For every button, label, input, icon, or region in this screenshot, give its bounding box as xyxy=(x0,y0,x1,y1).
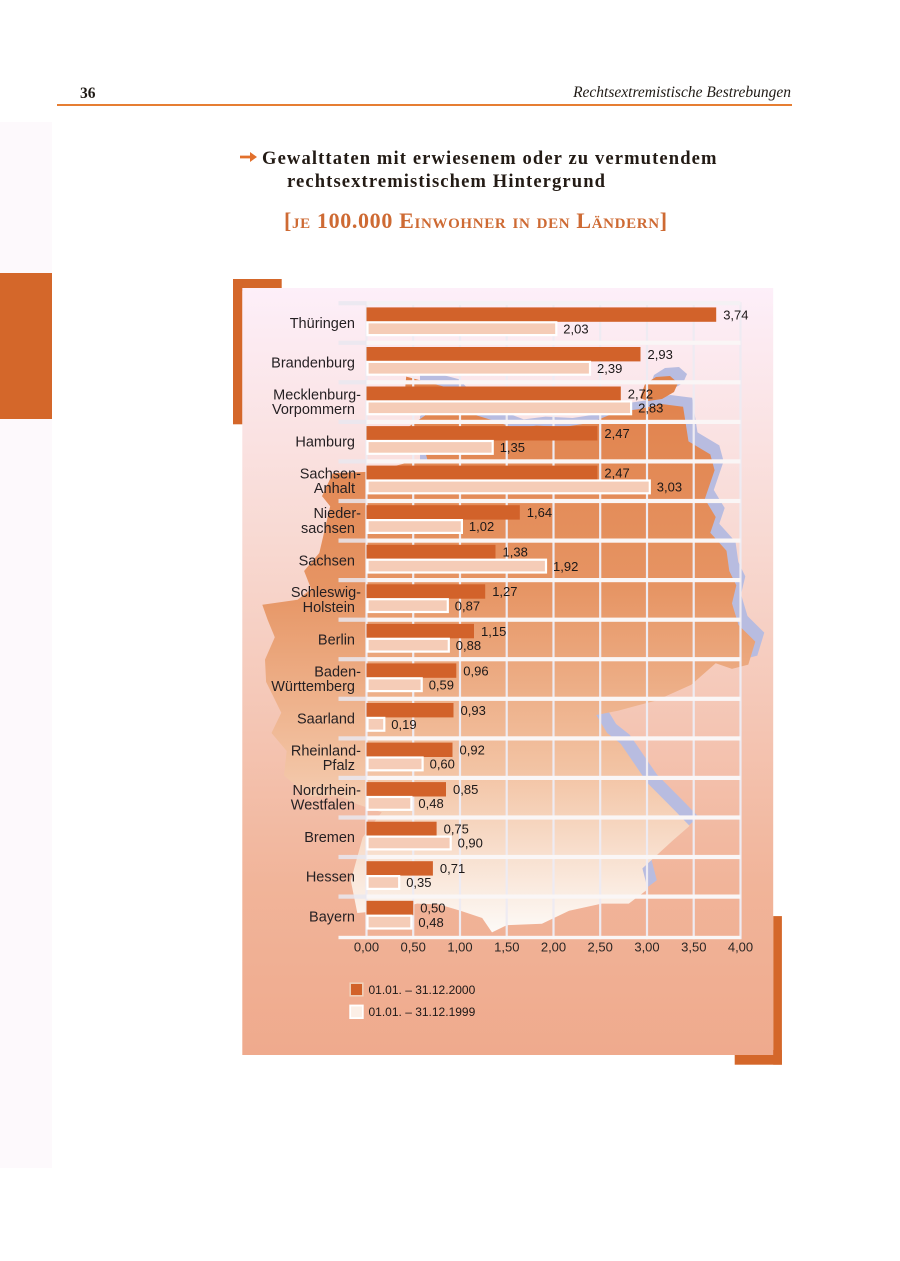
svg-text:1,00: 1,00 xyxy=(447,940,472,955)
svg-text:0,00: 0,00 xyxy=(354,940,379,955)
svg-text:2,47: 2,47 xyxy=(604,466,629,481)
svg-text:3,50: 3,50 xyxy=(681,940,706,955)
svg-text:2,83: 2,83 xyxy=(638,401,663,416)
svg-text:sachsen: sachsen xyxy=(301,521,355,537)
svg-text:1,27: 1,27 xyxy=(492,584,517,599)
svg-text:1,02: 1,02 xyxy=(469,519,494,534)
svg-text:Vorpommern: Vorpommern xyxy=(272,402,355,418)
svg-text:0,85: 0,85 xyxy=(453,782,478,797)
svg-text:0,96: 0,96 xyxy=(463,663,488,678)
svg-text:0,50: 0,50 xyxy=(420,901,445,916)
svg-text:0,60: 0,60 xyxy=(430,757,455,772)
svg-text:Pfalz: Pfalz xyxy=(323,758,355,774)
svg-text:Baden-: Baden- xyxy=(314,664,361,680)
svg-text:Holstein: Holstein xyxy=(303,600,355,616)
svg-text:01.01. – 31.12.1999: 01.01. – 31.12.1999 xyxy=(369,1005,476,1019)
svg-text:Hamburg: Hamburg xyxy=(295,435,355,451)
svg-text:Saarland: Saarland xyxy=(297,712,355,728)
svg-text:2,00: 2,00 xyxy=(541,940,566,955)
svg-text:1,50: 1,50 xyxy=(494,940,519,955)
svg-text:0,59: 0,59 xyxy=(429,677,454,692)
svg-text:0,92: 0,92 xyxy=(460,743,485,758)
svg-text:Westfalen: Westfalen xyxy=(291,798,355,814)
svg-text:1,35: 1,35 xyxy=(500,440,525,455)
svg-text:0,19: 0,19 xyxy=(391,717,416,732)
svg-text:Rheinland-: Rheinland- xyxy=(291,744,361,760)
svg-text:0,88: 0,88 xyxy=(456,638,481,653)
svg-text:Hessen: Hessen xyxy=(306,870,355,886)
svg-text:2,72: 2,72 xyxy=(628,386,653,401)
svg-text:0,93: 0,93 xyxy=(461,703,486,718)
svg-text:2,39: 2,39 xyxy=(597,361,622,376)
svg-text:1,64: 1,64 xyxy=(527,505,552,520)
svg-text:2,93: 2,93 xyxy=(648,347,673,362)
svg-text:Bayern: Bayern xyxy=(309,909,355,925)
svg-text:0,48: 0,48 xyxy=(418,915,443,930)
svg-text:Schleswig-: Schleswig- xyxy=(291,585,361,601)
svg-text:1,92: 1,92 xyxy=(553,559,578,574)
svg-text:Thüringen: Thüringen xyxy=(290,316,355,332)
svg-text:3,03: 3,03 xyxy=(657,480,682,495)
svg-text:Berlin: Berlin xyxy=(318,632,355,648)
svg-text:2,03: 2,03 xyxy=(563,321,588,336)
svg-text:Nieder-: Nieder- xyxy=(313,506,361,522)
svg-text:1,15: 1,15 xyxy=(481,624,506,639)
svg-text:2,50: 2,50 xyxy=(588,940,613,955)
svg-text:0,35: 0,35 xyxy=(406,875,431,890)
svg-text:3,00: 3,00 xyxy=(634,940,659,955)
svg-text:Sachsen-: Sachsen- xyxy=(300,467,361,483)
svg-text:0,75: 0,75 xyxy=(444,822,469,837)
svg-text:01.01. – 31.12.2000: 01.01. – 31.12.2000 xyxy=(369,983,476,997)
svg-text:0,87: 0,87 xyxy=(455,598,480,613)
svg-text:Sachsen: Sachsen xyxy=(299,553,355,569)
svg-text:Brandenburg: Brandenburg xyxy=(271,356,355,372)
svg-text:0,71: 0,71 xyxy=(440,861,465,876)
svg-text:Nordrhein-: Nordrhein- xyxy=(293,783,362,799)
svg-text:Anhalt: Anhalt xyxy=(314,481,355,497)
svg-text:0,48: 0,48 xyxy=(418,796,443,811)
svg-text:2,47: 2,47 xyxy=(604,426,629,441)
svg-text:Mecklenburg-: Mecklenburg- xyxy=(273,387,361,403)
svg-text:4,00: 4,00 xyxy=(728,940,753,955)
svg-text:0,50: 0,50 xyxy=(401,940,426,955)
svg-text:0,90: 0,90 xyxy=(458,836,483,851)
svg-text:3,74: 3,74 xyxy=(723,307,748,322)
svg-text:Württemberg: Württemberg xyxy=(271,679,355,695)
svg-text:1,38: 1,38 xyxy=(503,545,528,560)
svg-text:Bremen: Bremen xyxy=(304,830,355,846)
